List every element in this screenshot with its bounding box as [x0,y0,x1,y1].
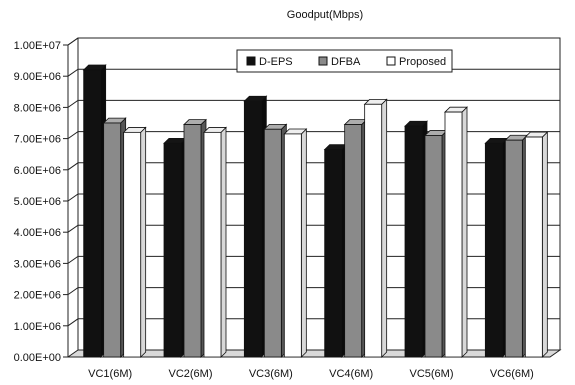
y-tick-label: 9.00E+06 [14,71,61,83]
bar-proposed-vc2-6m- [203,126,227,358]
x-tick-label: VC2(6M) [168,368,212,380]
gridline [67,318,560,327]
bar-front [203,131,222,358]
y-tick-label: 0.00E+00 [14,352,61,364]
y-tick-label: 5.00E+06 [14,196,61,208]
bar-side [461,106,468,358]
bar-front [424,135,443,358]
bar-front [103,122,122,358]
x-tick-label: VC6(6M) [490,368,534,380]
bar-front [163,142,182,358]
legend-label-d-eps: D-EPS [259,56,293,68]
y-tick-label: 3.00E+06 [14,258,61,270]
bar-front [183,124,202,358]
y-tick-label: 7.00E+06 [14,134,61,146]
bar-proposed-vc5-6m- [444,106,468,358]
bar-side [381,98,388,358]
bar-d-eps-vc1-6m- [82,64,107,358]
y-tick-label: 1.00E+06 [14,321,61,333]
chart-title: Goodput(Mbps) [287,9,363,21]
y-axis-top-edge [67,37,79,46]
bar-side [300,128,307,358]
y-tick-label: 6.00E+06 [14,165,61,177]
bar-proposed-vc4-6m- [363,98,388,358]
bar-front [364,103,383,358]
bar-dfba-vc5-6m- [424,129,448,358]
bar-d-eps-vc6-6m- [484,137,509,358]
y-tick-label: 2.00E+06 [14,290,61,302]
gridline [67,287,560,296]
bar-dfba-vc2-6m- [183,118,207,358]
gridline [67,162,560,171]
bar-front [444,111,463,358]
bar-layer [82,64,549,358]
bar-dfba-vc6-6m- [504,134,529,358]
bar-front [404,125,423,358]
bar-dfba-vc4-6m- [343,118,368,358]
bar-front [504,139,523,358]
bar-front [324,149,343,358]
x-tick-label: VC3(6M) [249,368,293,380]
bar-dfba-vc3-6m- [263,123,288,358]
bar-front [344,124,363,358]
bar-front [243,100,262,358]
bar-front [283,133,302,358]
legend-swatch-d-eps [246,56,256,66]
x-tick-label: VC1(6M) [88,368,132,380]
bar-side [140,126,147,358]
legend-swatch-proposed [386,56,396,66]
bar-d-eps-vc5-6m- [404,120,428,358]
bar-front [484,142,503,358]
bar-front [83,69,102,358]
y-tick-label: 4.00E+06 [14,227,61,239]
gridline [67,99,560,108]
label-layer: 0.00E+00 1.00E+06 2.00E+06 3.00E+06 4.00E+06… [14,40,534,380]
gridline [67,131,560,140]
x-tick-label: VC5(6M) [409,368,453,380]
gridline [67,224,560,233]
bar-d-eps-vc2-6m- [163,137,187,358]
y-tick-label: 8.00E+06 [14,102,61,114]
bar-side [541,131,548,358]
legend-swatch-dfba [318,56,328,66]
x-tick-label: VC4(6M) [329,368,373,380]
bar-proposed-vc6-6m- [524,131,549,358]
gridline [67,255,560,264]
bar-dfba-vc1-6m- [102,117,127,358]
y-tick-label: 1.00E+07 [14,40,61,52]
bar-side [220,126,227,358]
bar-proposed-vc1-6m- [122,126,147,358]
bar-d-eps-vc4-6m- [323,143,348,358]
bar-proposed-vc3-6m- [283,128,308,358]
bar-front [524,136,543,358]
axis-layer [63,37,550,358]
legend-label-dfba: DFBA [331,56,361,68]
bar-d-eps-vc3-6m- [243,95,268,358]
legend-label-proposed: Proposed [399,56,446,68]
legend-box [236,49,453,73]
legend: D-EPS DFBA Proposed [236,49,453,73]
gridline [67,193,560,202]
bar-front [123,131,142,358]
bar-front [263,128,282,358]
